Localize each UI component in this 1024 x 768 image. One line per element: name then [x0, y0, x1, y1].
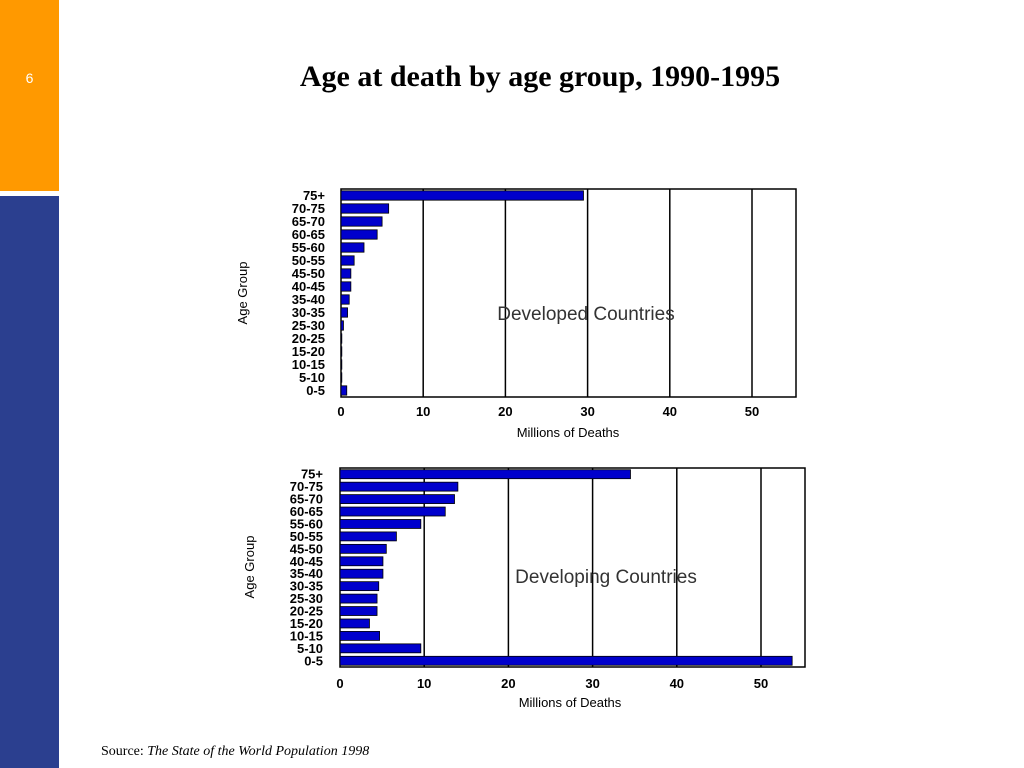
category-label: 35-40	[290, 566, 323, 581]
category-label: 0-5	[304, 653, 323, 668]
bar	[339, 618, 370, 629]
bar	[339, 506, 446, 517]
bar	[339, 481, 459, 492]
category-label: 0-5	[306, 383, 325, 398]
x-tick-label: 0	[336, 676, 343, 691]
category-label: 60-65	[290, 504, 323, 519]
bar	[340, 294, 350, 305]
category-label: 70-75	[290, 479, 323, 494]
category-label: 65-70	[292, 214, 325, 229]
bar	[340, 255, 355, 266]
chart-developed-countries: Developed Countries 75+70-7565-7060-6555-…	[235, 188, 797, 440]
bar	[339, 556, 384, 567]
x-tick-label: 0	[337, 404, 344, 419]
category-label: 25-30	[292, 318, 325, 333]
y-axis-label: Age Group	[235, 262, 250, 325]
bar	[339, 606, 378, 616]
bar	[340, 372, 343, 383]
x-tick-label: 10	[417, 676, 431, 691]
x-axis-label: Millions of Deaths	[517, 425, 620, 440]
bar	[340, 203, 390, 214]
chart-annotation: Developed Countries	[497, 304, 674, 325]
x-tick-label: 40	[663, 404, 677, 419]
chart-developing-countries: Developing Countries 75+70-7565-7060-6555…	[242, 467, 806, 710]
bar	[339, 593, 378, 604]
category-label: 45-50	[292, 266, 325, 281]
category-label: 35-40	[292, 292, 325, 307]
x-tick-label: 20	[498, 404, 512, 419]
sidebar-blue-block	[0, 196, 59, 768]
x-tick-label: 30	[585, 676, 599, 691]
bar	[339, 494, 455, 504]
bar	[340, 307, 348, 318]
category-label: 65-70	[290, 492, 323, 507]
category-label: 60-65	[292, 227, 325, 242]
bar	[340, 268, 352, 279]
bar	[340, 359, 343, 370]
x-axis-label: Millions of Deaths	[519, 695, 622, 710]
category-label: 30-35	[290, 579, 323, 594]
sidebar-orange-block	[0, 0, 59, 191]
category-label: 70-75	[292, 201, 325, 216]
category-label: 10-15	[292, 357, 325, 372]
bar	[339, 519, 422, 529]
bar	[340, 333, 343, 344]
category-label: 5-10	[297, 641, 323, 656]
bar	[339, 568, 384, 579]
bar	[340, 190, 584, 201]
bar	[340, 229, 378, 240]
bar	[340, 320, 344, 331]
category-label: 5-10	[299, 370, 325, 385]
source-title: The State of the World Population 1998	[147, 744, 370, 759]
plot-frame	[340, 188, 797, 398]
category-label: 75+	[303, 188, 325, 203]
category-label: 20-25	[290, 604, 323, 619]
bar	[340, 385, 348, 396]
source-prefix: Source:	[101, 744, 148, 759]
bar	[339, 631, 380, 641]
category-label: 20-25	[292, 331, 325, 346]
category-label: 55-60	[290, 516, 323, 531]
bar	[340, 216, 383, 227]
bar	[340, 346, 343, 357]
y-axis-label: Age Group	[242, 536, 257, 599]
category-label: 15-20	[290, 616, 323, 631]
bar	[339, 543, 387, 554]
bar	[339, 469, 631, 480]
x-tick-label: 10	[416, 404, 430, 419]
category-label: 45-50	[290, 541, 323, 556]
bar	[340, 281, 352, 292]
slide-title: Age at death by age group, 1990-1995	[299, 60, 781, 93]
x-tick-label: 30	[580, 404, 594, 419]
category-label: 10-15	[290, 628, 323, 643]
category-label: 50-55	[292, 253, 325, 268]
category-label: 40-45	[290, 554, 323, 569]
x-tick-label: 20	[501, 676, 515, 691]
category-label: 15-20	[292, 344, 325, 359]
bar	[339, 531, 397, 542]
page-number: 6	[25, 70, 34, 86]
bar	[339, 655, 793, 666]
chart-annotation: Developing Countries	[515, 567, 697, 588]
x-tick-label: 50	[754, 676, 768, 691]
x-tick-label: 50	[745, 404, 759, 419]
bar	[339, 643, 422, 654]
category-label: 55-60	[292, 240, 325, 255]
category-label: 40-45	[292, 279, 325, 294]
x-tick-label: 40	[670, 676, 684, 691]
bar	[339, 581, 380, 592]
category-label: 25-30	[290, 591, 323, 606]
category-label: 75+	[301, 467, 323, 482]
category-label: 50-55	[290, 529, 323, 544]
sidebar-divider	[0, 191, 59, 196]
bar	[340, 242, 365, 253]
source-note: Source: The State of the World Populatio…	[101, 744, 369, 760]
category-label: 30-35	[292, 305, 325, 320]
